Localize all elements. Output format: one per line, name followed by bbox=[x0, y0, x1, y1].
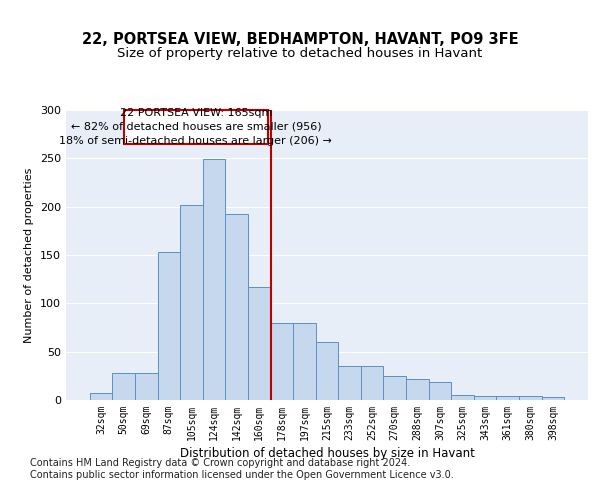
Text: Contains HM Land Registry data © Crown copyright and database right 2024.
Contai: Contains HM Land Registry data © Crown c… bbox=[30, 458, 454, 480]
Bar bbox=[451, 395, 474, 400]
Bar bbox=[112, 373, 135, 400]
Bar bbox=[293, 322, 316, 400]
Bar bbox=[226, 214, 248, 400]
Text: 22 PORTSEA VIEW: 165sqm
← 82% of detached houses are smaller (956)
18% of semi-d: 22 PORTSEA VIEW: 165sqm ← 82% of detache… bbox=[59, 108, 332, 146]
Bar bbox=[135, 373, 158, 400]
Text: Size of property relative to detached houses in Havant: Size of property relative to detached ho… bbox=[118, 47, 482, 60]
Bar bbox=[90, 393, 112, 400]
Bar bbox=[203, 160, 226, 400]
Bar bbox=[338, 366, 361, 400]
Y-axis label: Number of detached properties: Number of detached properties bbox=[25, 168, 34, 342]
Bar bbox=[383, 376, 406, 400]
Bar bbox=[474, 396, 496, 400]
Bar bbox=[180, 204, 203, 400]
Bar bbox=[248, 287, 271, 400]
Bar bbox=[124, 110, 268, 144]
X-axis label: Distribution of detached houses by size in Havant: Distribution of detached houses by size … bbox=[179, 447, 475, 460]
Bar bbox=[496, 396, 519, 400]
Bar bbox=[271, 322, 293, 400]
Bar bbox=[542, 397, 564, 400]
Bar bbox=[361, 366, 383, 400]
Bar bbox=[519, 396, 542, 400]
Bar bbox=[406, 378, 428, 400]
Bar bbox=[316, 342, 338, 400]
Bar bbox=[158, 252, 180, 400]
Text: 22, PORTSEA VIEW, BEDHAMPTON, HAVANT, PO9 3FE: 22, PORTSEA VIEW, BEDHAMPTON, HAVANT, PO… bbox=[82, 32, 518, 48]
Bar bbox=[428, 382, 451, 400]
